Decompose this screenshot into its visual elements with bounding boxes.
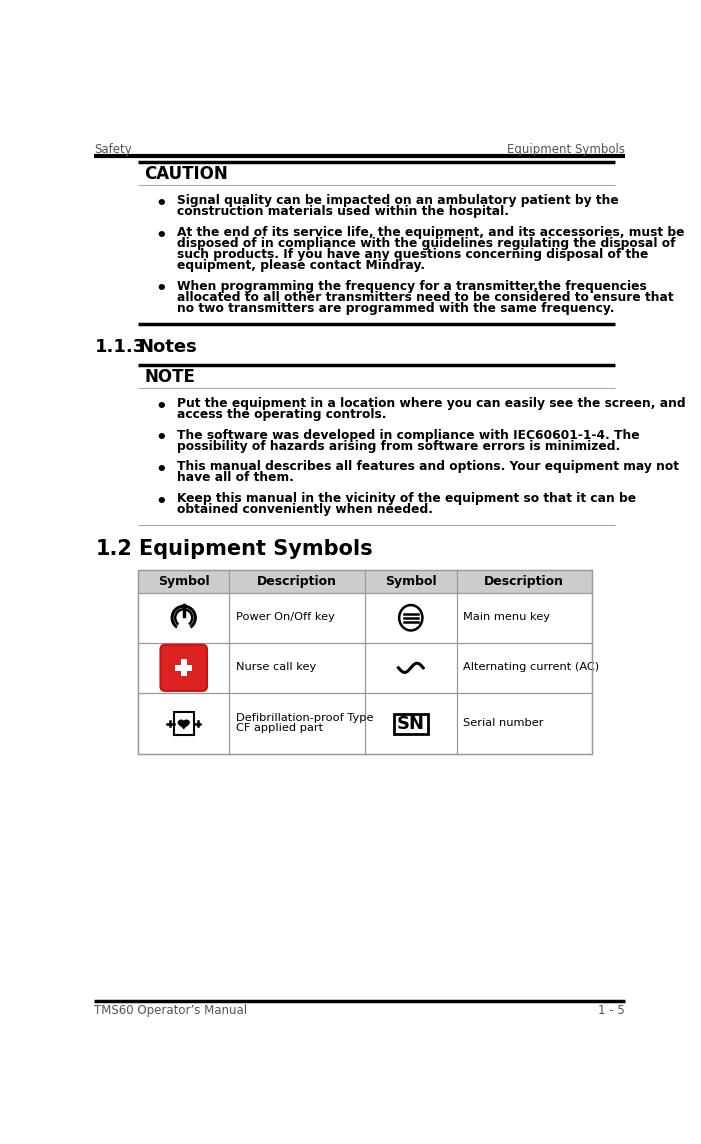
Text: •: • <box>155 429 167 447</box>
Text: •: • <box>155 227 167 245</box>
Text: Safety: Safety <box>94 143 132 157</box>
Text: obtained conveniently when needed.: obtained conveniently when needed. <box>177 503 433 516</box>
Text: allocated to all other transmitters need to be considered to ensure that: allocated to all other transmitters need… <box>177 291 674 304</box>
Text: CAUTION: CAUTION <box>144 165 228 183</box>
Text: Alternating current (AC): Alternating current (AC) <box>463 662 599 673</box>
Text: At the end of its service life, the equipment, and its accessories, must be: At the end of its service life, the equi… <box>177 225 684 239</box>
FancyBboxPatch shape <box>161 645 207 691</box>
Text: •: • <box>155 493 167 510</box>
Text: Description: Description <box>484 574 564 588</box>
Text: The software was developed in compliance with IEC60601-1-4. The: The software was developed in compliance… <box>177 429 639 442</box>
Text: such products. If you have any questions concerning disposal of the: such products. If you have any questions… <box>177 248 648 261</box>
Bar <box>175 665 192 670</box>
Text: This manual describes all features and options. Your equipment may not: This manual describes all features and o… <box>177 460 679 474</box>
Text: Symbol: Symbol <box>385 574 437 588</box>
Text: 1.2: 1.2 <box>95 539 132 558</box>
Text: equipment, please contact Mindray.: equipment, please contact Mindray. <box>177 260 425 272</box>
Bar <box>138 570 592 593</box>
Text: Put the equipment in a location where you can easily see the screen, and: Put the equipment in a location where yo… <box>177 397 686 411</box>
Text: SN: SN <box>397 715 425 732</box>
Bar <box>394 714 428 733</box>
Text: Symbol: Symbol <box>158 574 210 588</box>
Text: 1.1.3: 1.1.3 <box>95 337 147 356</box>
Text: •: • <box>155 280 167 299</box>
Text: Notes: Notes <box>139 337 198 356</box>
Text: Keep this manual in the vicinity of the equipment so that it can be: Keep this manual in the vicinity of the … <box>177 492 636 505</box>
Text: 1 - 5: 1 - 5 <box>598 1004 625 1017</box>
Text: Equipment Symbols: Equipment Symbols <box>139 539 372 558</box>
Bar <box>138 570 592 754</box>
Text: TMS60 Operator’s Manual: TMS60 Operator’s Manual <box>94 1004 247 1017</box>
Text: Equipment Symbols: Equipment Symbols <box>507 143 625 157</box>
Text: When programming the frequency for a transmitter,the frequencies: When programming the frequency for a tra… <box>177 280 646 293</box>
Text: •: • <box>155 461 167 479</box>
Text: Serial number: Serial number <box>463 718 543 729</box>
Text: •: • <box>155 194 167 213</box>
Text: access the operating controls.: access the operating controls. <box>177 408 386 421</box>
Text: Description: Description <box>257 574 337 588</box>
Text: •: • <box>155 398 167 416</box>
Bar <box>181 659 187 676</box>
Text: possibility of hazards arising from software errors is minimized.: possibility of hazards arising from soft… <box>177 440 620 453</box>
Text: Signal quality can be impacted on an ambulatory patient by the: Signal quality can be impacted on an amb… <box>177 194 618 207</box>
Text: disposed of in compliance with the guidelines regulating the disposal of: disposed of in compliance with the guide… <box>177 237 675 251</box>
Bar <box>174 712 193 736</box>
Text: no two transmitters are programmed with the same frequency.: no two transmitters are programmed with … <box>177 302 614 315</box>
Text: have all of them.: have all of them. <box>177 471 294 484</box>
Polygon shape <box>178 721 189 729</box>
Text: Defibrillation-proof Type: Defibrillation-proof Type <box>236 713 373 723</box>
Text: Nurse call key: Nurse call key <box>236 662 316 673</box>
Text: Main menu key: Main menu key <box>463 612 550 622</box>
Text: Power On/Off key: Power On/Off key <box>236 612 334 622</box>
Text: CF applied part: CF applied part <box>236 723 322 733</box>
Text: construction materials used within the hospital.: construction materials used within the h… <box>177 206 509 219</box>
Text: NOTE: NOTE <box>144 368 195 386</box>
